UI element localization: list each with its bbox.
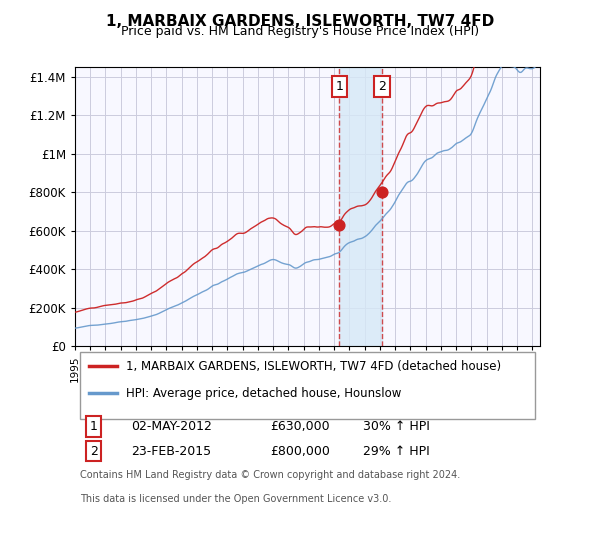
Text: 1: 1: [89, 420, 98, 433]
Text: 2: 2: [378, 80, 386, 93]
Text: 1, MARBAIX GARDENS, ISLEWORTH, TW7 4FD (detached house): 1, MARBAIX GARDENS, ISLEWORTH, TW7 4FD (…: [126, 360, 501, 373]
Text: 29% ↑ HPI: 29% ↑ HPI: [364, 445, 430, 458]
Text: 1: 1: [335, 80, 343, 93]
Bar: [339, 67, 382, 346]
Point: [377, 188, 387, 197]
Text: This data is licensed under the Open Government Licence v3.0.: This data is licensed under the Open Gov…: [80, 494, 391, 505]
Text: £800,000: £800,000: [270, 445, 330, 458]
Text: HPI: Average price, detached house, Hounslow: HPI: Average price, detached house, Houn…: [126, 386, 401, 400]
Text: 02-MAY-2012: 02-MAY-2012: [131, 420, 212, 433]
Text: Price paid vs. HM Land Registry's House Price Index (HPI): Price paid vs. HM Land Registry's House …: [121, 25, 479, 38]
Text: 30% ↑ HPI: 30% ↑ HPI: [364, 420, 430, 433]
Text: 23-FEB-2015: 23-FEB-2015: [131, 445, 211, 458]
FancyBboxPatch shape: [80, 352, 535, 419]
Text: 2: 2: [89, 445, 98, 458]
Point: [334, 221, 344, 230]
Text: 1, MARBAIX GARDENS, ISLEWORTH, TW7 4FD: 1, MARBAIX GARDENS, ISLEWORTH, TW7 4FD: [106, 14, 494, 29]
Text: Contains HM Land Registry data © Crown copyright and database right 2024.: Contains HM Land Registry data © Crown c…: [80, 470, 460, 480]
Text: £630,000: £630,000: [270, 420, 330, 433]
